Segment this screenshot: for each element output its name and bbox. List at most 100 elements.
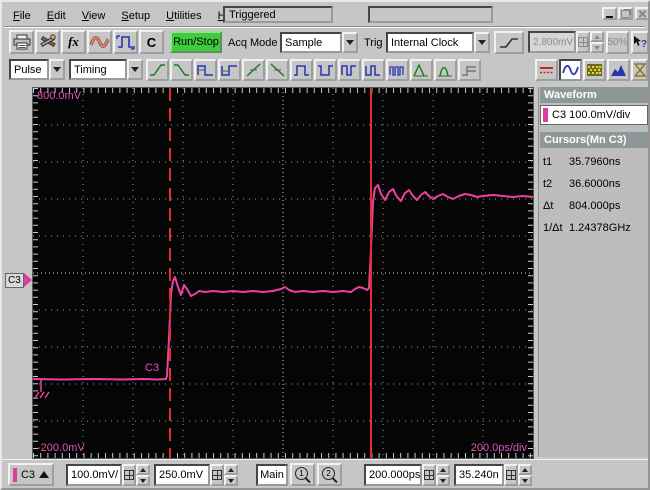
menu-view[interactable]: View	[81, 9, 106, 22]
trig-level-spinner[interactable]: 2.800mV	[528, 31, 604, 53]
measure-step-button[interactable]	[458, 59, 481, 81]
menu-setup[interactable]: Setup	[121, 9, 151, 22]
horizontal-position-keypad-button[interactable]	[504, 464, 518, 486]
measure-fall-cross-button[interactable]	[266, 59, 289, 81]
measure-neg-pulse-button[interactable]	[314, 59, 337, 81]
measure-neg-width-button[interactable]	[218, 59, 241, 81]
channel-marker-c3[interactable]: C3	[5, 272, 32, 288]
acq-mode-select[interactable]: Sample	[280, 32, 358, 53]
chevron-down-icon	[53, 67, 61, 72]
measure-peak-button[interactable]	[410, 59, 433, 81]
menu-edit[interactable]: Edit	[46, 9, 66, 22]
menu-utilities[interactable]: Utilities	[166, 9, 202, 22]
horizontal-scale-value: 200.000ps	[369, 469, 421, 481]
readout-label: t2	[543, 178, 553, 190]
horizontal-scale-keypad-button[interactable]	[422, 464, 436, 486]
menu-file[interactable]: File	[13, 9, 31, 22]
timebase-mode-label: Main	[260, 469, 284, 481]
measure-burst-button[interactable]	[386, 59, 409, 81]
vertical-position-spinner[interactable]: 250.0mV	[154, 464, 238, 486]
positive-pulse-icon	[294, 65, 309, 76]
display-style-button[interactable]	[583, 59, 606, 81]
horizontal-position-up-button[interactable]	[518, 464, 532, 475]
trig-dropdown-button[interactable]	[474, 32, 490, 53]
trig-source-select[interactable]: Internal Clock	[386, 32, 490, 53]
horizontal-position-spinner[interactable]: 35.240n	[454, 464, 532, 486]
cursor-1[interactable]	[169, 88, 171, 458]
vertical-scale-down-button[interactable]	[136, 475, 150, 486]
measure-peak-area-button[interactable]	[434, 59, 457, 81]
measure-pos-duty-button[interactable]	[338, 59, 361, 81]
clear-button[interactable]: C	[139, 30, 164, 54]
vertical-scale-spinner[interactable]: 100.0mV/	[66, 464, 150, 486]
autoset-button[interactable]	[113, 30, 138, 54]
peak-icon	[413, 63, 428, 77]
measure-category-select[interactable]: Pulse	[9, 59, 65, 80]
trig-level-keypad-button[interactable]	[576, 31, 590, 53]
cursor-2[interactable]	[370, 88, 372, 458]
acq-mode-dropdown-button[interactable]	[342, 32, 358, 53]
print-button[interactable]	[9, 30, 34, 54]
measure-group-select[interactable]: Timing	[69, 59, 143, 80]
clear-icon: C	[146, 34, 157, 50]
magnifier-icon: 1	[295, 467, 311, 484]
horizontal-scale-up-button[interactable]	[436, 464, 450, 475]
trig-slope-button[interactable]	[494, 31, 524, 54]
graticule	[33, 88, 533, 458]
spin-down-icon	[140, 478, 146, 483]
measure-rise-cross-button[interactable]	[242, 59, 265, 81]
channel-color-swatch	[543, 108, 548, 122]
measure-category-dropdown-button[interactable]	[49, 59, 65, 80]
keypad-icon	[506, 470, 516, 480]
minimize-button[interactable]	[602, 7, 617, 20]
readout-label: Δt	[543, 200, 554, 212]
burst-icon	[389, 66, 404, 76]
bottom-voltage-label: -200.0mV	[37, 442, 85, 454]
trig-level-down-button[interactable]	[590, 42, 604, 53]
measure-fall-time-button[interactable]	[170, 59, 193, 81]
histogram-view-button[interactable]	[607, 59, 630, 81]
histogram-view-icon	[611, 65, 626, 76]
waveform-entry[interactable]: C3 100.0mV/div	[540, 105, 648, 125]
waveform-view-button[interactable]	[559, 59, 582, 81]
horizontal-position-down-button[interactable]	[518, 475, 532, 486]
measure-rise-time-button[interactable]	[146, 59, 169, 81]
rise-time-icon	[150, 64, 165, 76]
zoom-1-button[interactable]: 1	[290, 463, 315, 486]
restore-button[interactable]	[618, 7, 633, 20]
timebase-mode-box: Main	[256, 464, 288, 486]
close-button[interactable]	[635, 7, 648, 20]
vertical-scale-up-button[interactable]	[136, 464, 150, 475]
measure-pos-pulse-button[interactable]	[290, 59, 313, 81]
measure-pos-width-button[interactable]	[194, 59, 217, 81]
bottom-bar: C3 100.0mV/ 250.0mV Main 1	[2, 459, 648, 488]
waveform-display-button[interactable]	[87, 30, 112, 54]
horizontal-scale-down-button[interactable]	[436, 475, 450, 486]
vertical-position-keypad-button[interactable]	[210, 464, 224, 486]
run-stop-button[interactable]: Run/Stop	[170, 31, 222, 53]
spin-up-icon	[522, 467, 528, 472]
tools-button[interactable]	[35, 30, 60, 54]
horizontal-scale-spinner[interactable]: 200.000ps	[364, 464, 450, 486]
chevron-down-icon	[346, 40, 354, 45]
measure-group-dropdown-button[interactable]	[127, 59, 143, 80]
vertical-scale-keypad-button[interactable]	[122, 464, 136, 486]
top-voltage-label: 800.0mV	[37, 90, 82, 102]
trig-level-up-button[interactable]	[590, 31, 604, 42]
close-icon	[638, 9, 647, 18]
set-to-50-label: 50%	[607, 37, 628, 48]
set-to-50-button[interactable]: 50%	[606, 31, 629, 54]
restore-icon	[621, 9, 630, 18]
channel-select-button[interactable]: C3	[8, 463, 54, 486]
measure-neg-duty-button[interactable]	[362, 59, 385, 81]
vertical-position-down-button[interactable]	[224, 475, 238, 486]
help-pointer-button[interactable]: ?	[631, 31, 648, 54]
math-fx-button[interactable]: fx	[61, 30, 86, 54]
zoom-2-button[interactable]: 2	[317, 463, 342, 486]
acquisition-hourglass-button[interactable]	[631, 59, 648, 81]
waveform-trace	[33, 184, 533, 381]
cursors-header: Cursors(Mn C3)	[540, 132, 648, 148]
vertical-position-up-button[interactable]	[224, 464, 238, 475]
cursors-view-button[interactable]	[535, 59, 558, 81]
vertical-position-value: 250.0mV	[159, 469, 204, 481]
